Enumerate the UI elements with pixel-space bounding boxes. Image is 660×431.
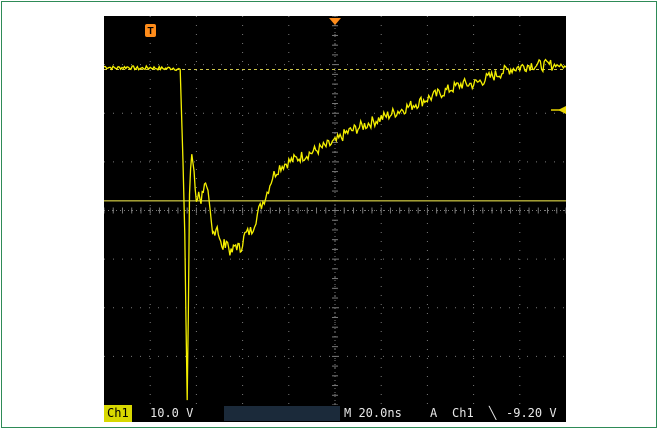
trigger-mode: A <box>430 406 438 420</box>
trigger-slope-icon: ╲ <box>489 406 497 420</box>
oscilloscope-screen: T Ch1 10.0 V M 20.0ns A Ch1 ╲ -9.20 V <box>104 16 566 422</box>
volts-per-div: 10.0 V <box>150 406 194 420</box>
channel-1-trace <box>104 58 566 401</box>
trigger-marker-label: T <box>147 26 153 37</box>
trigger-level-readout: -9.20 V <box>506 406 557 420</box>
waveform-display: T <box>104 16 566 405</box>
status-bar-fill <box>224 406 340 421</box>
graticule <box>104 16 566 405</box>
status-bar: Ch1 10.0 V M 20.0ns A Ch1 ╲ -9.20 V <box>104 405 566 422</box>
trigger-source: Ch1 <box>452 406 474 420</box>
timebase-readout: M 20.0ns <box>344 406 402 420</box>
trigger-level-arrow <box>558 106 566 114</box>
trigger-marker-badge <box>145 24 156 37</box>
trigger-position-marker: T <box>145 24 156 37</box>
time-reference-marker <box>329 18 341 25</box>
channel-badge: Ch1 <box>104 405 132 422</box>
